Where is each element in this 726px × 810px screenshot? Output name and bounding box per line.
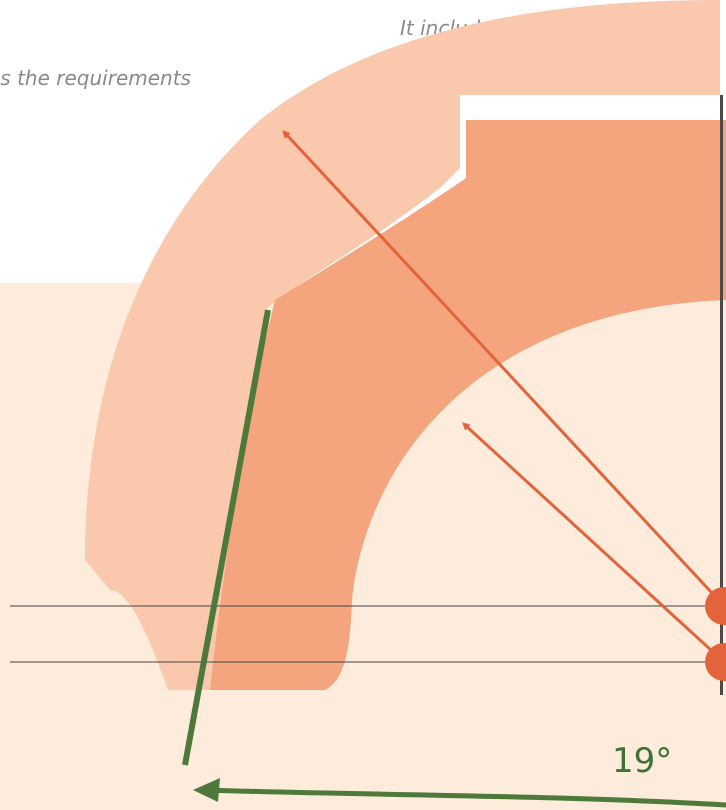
- caption-line-2: es the requirements: [0, 66, 191, 90]
- angle-label: 19°: [612, 741, 672, 781]
- arrow-inner: [462, 422, 726, 664]
- arrow-outer: [282, 130, 726, 608]
- pivot-dot-lower: [705, 643, 726, 681]
- right-edge-line: [720, 95, 723, 695]
- green-angle-arrow: [204, 787, 726, 808]
- outer-band: [85, 0, 720, 690]
- pivot-dot-upper: [705, 587, 726, 625]
- inner-band: [210, 120, 726, 690]
- green-tilt-line: [182, 309, 271, 766]
- green-arrowhead: [193, 778, 220, 802]
